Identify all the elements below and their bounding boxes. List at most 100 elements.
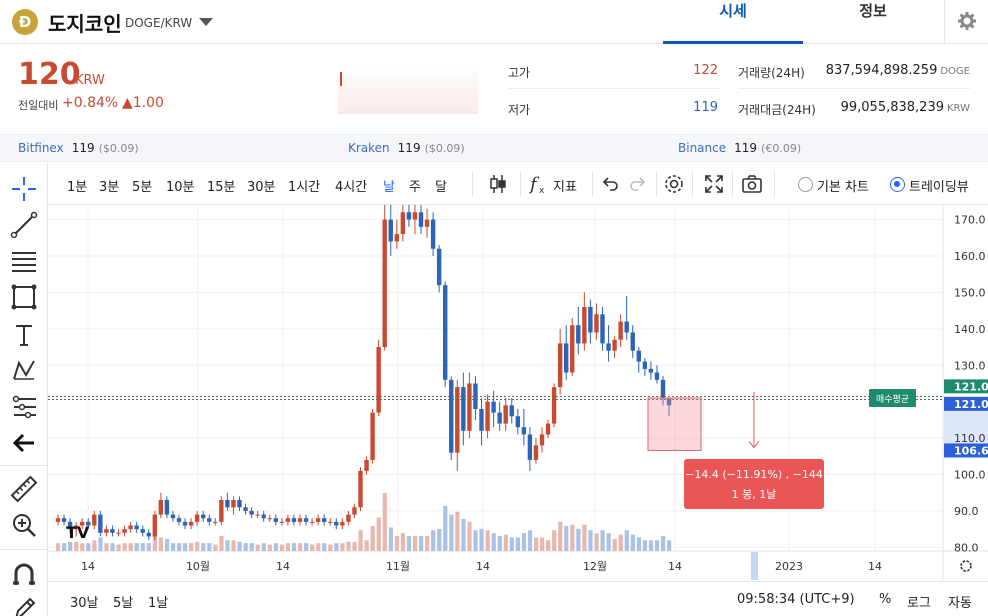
back-arrow-icon[interactable] (8, 427, 40, 459)
candle-body (388, 219, 393, 242)
volume-bar (485, 530, 490, 551)
ruler-icon[interactable] (8, 473, 40, 505)
clock: 09:58:34 (UTC+9) (737, 592, 855, 607)
measure-lines-icon[interactable] (8, 391, 40, 423)
divider (592, 171, 593, 197)
timeframe-15min[interactable]: 15분 (207, 180, 236, 195)
tab-info[interactable]: 정보 (859, 2, 887, 20)
indicator-button[interactable]: 지표 (553, 180, 577, 195)
trend-line-icon[interactable] (8, 209, 40, 241)
exchange-bar: Bitfinex 119 ($0.09) Kraken 119 ($0.09) Bina… (0, 134, 988, 162)
timeframe-month[interactable]: 달 (435, 180, 447, 195)
chart-svg[interactable]: −14.4 (−11.91%) , −144 1 봉, 1날 매수평균 170.0 16… (48, 205, 988, 581)
volume-bar (140, 543, 145, 551)
candle-body (400, 212, 406, 235)
volume-bar (219, 536, 224, 551)
volume-bar (654, 540, 660, 551)
magnet-icon[interactable] (8, 559, 40, 591)
auto-toggle[interactable]: 자동 (948, 596, 972, 611)
timeframe-5min[interactable]: 5분 (132, 180, 153, 195)
candle-body (340, 521, 345, 526)
text-icon[interactable] (8, 319, 40, 351)
timeframe-week[interactable]: 주 (409, 180, 421, 195)
exchange-bitfinex: Bitfinex 119 ($0.09) (18, 141, 139, 155)
volume-bar (612, 538, 617, 551)
y-tick-label: 90.0 (954, 505, 979, 518)
timeframe-day[interactable]: 날 (383, 180, 395, 195)
buy-avg-price-tag-bg (944, 396, 988, 411)
volume-bar (564, 526, 569, 551)
change-percent: +0.84% (62, 95, 119, 111)
candlestick-chart[interactable]: −14.4 (−11.91%) , −144 1 봉, 1날 매수평균 170.0 16… (48, 205, 988, 581)
timeframe-1h[interactable]: 1시간 (288, 180, 321, 195)
candle-body (515, 416, 520, 428)
volume-bar (648, 540, 654, 551)
tab-quote[interactable]: 시세 (663, 0, 803, 44)
coin-name[interactable]: 도지코인 (48, 12, 122, 36)
candle-body (467, 383, 472, 431)
trading-view-label[interactable]: 트레이딩뷰 (909, 180, 969, 195)
zoom-in-icon[interactable] (8, 509, 40, 541)
timeframe-10min[interactable]: 10분 (166, 180, 195, 195)
divider (656, 171, 657, 197)
candle-body (273, 518, 278, 522)
y-tick-label: 140.0 (954, 323, 986, 336)
volume-bar (570, 524, 575, 551)
volume-bar (443, 506, 448, 551)
basic-chart-radio[interactable] (798, 177, 813, 192)
pencil-icon[interactable] (8, 593, 40, 616)
high-value: 122 (693, 63, 718, 78)
settings-gear-button[interactable] (944, 0, 988, 44)
log-toggle[interactable]: 로그 (907, 596, 931, 611)
volume-bar (316, 543, 321, 551)
candle-body (249, 510, 254, 515)
basic-chart-label[interactable]: 기본 차트 (817, 180, 869, 195)
pattern-icon[interactable] (8, 355, 40, 387)
rectangle-icon[interactable] (8, 281, 40, 313)
volume-bar (62, 543, 67, 551)
volume-bar (128, 543, 133, 551)
candle-body (485, 401, 490, 431)
fib-lines-icon[interactable] (8, 245, 40, 277)
candle-body (497, 412, 502, 424)
drawing-tools (0, 163, 48, 616)
timeframe-30min[interactable]: 30분 (247, 180, 276, 195)
fullscreen-icon[interactable] (702, 172, 726, 196)
trading-view-radio[interactable] (890, 177, 905, 192)
volume-bar (328, 544, 333, 551)
camera-icon[interactable] (740, 172, 764, 196)
mini-chart (338, 64, 478, 114)
exchange-binance: Binance 119 (€0.09) (678, 141, 802, 155)
range-1d[interactable]: 1날 (148, 596, 169, 611)
crosshair-icon[interactable] (8, 173, 40, 205)
volume-bar (285, 543, 291, 551)
last-price-tag: 121.0 (954, 380, 988, 393)
redo-icon[interactable] (626, 172, 650, 196)
coin-pair[interactable]: DOGE/KRW (125, 16, 193, 30)
candle-body (104, 529, 109, 533)
timeframe-1min[interactable]: 1분 (67, 180, 88, 195)
range-30d[interactable]: 30날 (70, 596, 99, 611)
gear-icon[interactable] (662, 172, 686, 196)
chevron-down-icon[interactable] (199, 18, 213, 26)
range-5d[interactable]: 5날 (113, 596, 134, 611)
volume-bar (515, 537, 520, 551)
candle-body (582, 306, 587, 344)
timeframe-4h[interactable]: 4시간 (335, 180, 368, 195)
volume-bar (576, 528, 581, 551)
candle-body (261, 514, 266, 519)
timeframe-3min[interactable]: 3분 (99, 180, 120, 195)
price-unit: KRW (75, 73, 105, 88)
undo-icon[interactable] (598, 172, 622, 196)
current-price: 120 (18, 57, 81, 92)
candle-body (666, 398, 672, 406)
candle-body (140, 529, 145, 533)
candle-body (231, 500, 236, 508)
volume-bar (110, 543, 115, 551)
candle-type-icon[interactable] (486, 172, 510, 196)
volume-bar (255, 544, 260, 551)
candle-body (418, 212, 424, 227)
percent-toggle[interactable]: % (879, 592, 892, 607)
volume-bar (122, 543, 127, 551)
